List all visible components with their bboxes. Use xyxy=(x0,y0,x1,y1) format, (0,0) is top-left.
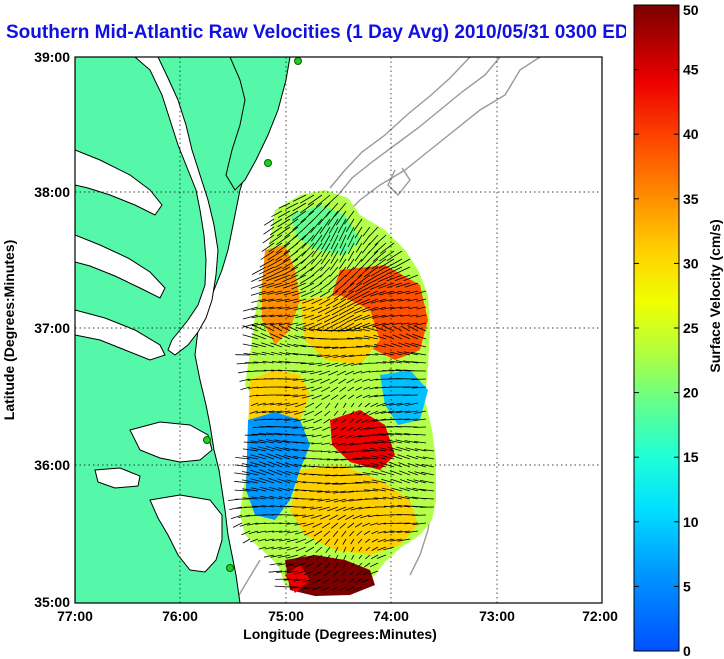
y-tick-label: 36:00 xyxy=(34,457,70,473)
colorbar-tick-label: 10 xyxy=(683,514,699,530)
colorbar-tick-label: 50 xyxy=(683,2,699,18)
plot-border xyxy=(74,56,603,604)
colorbar-gradient xyxy=(633,4,680,652)
y-axis: 39:00 38:00 37:00 36:00 35:00 Latitude (… xyxy=(1,49,70,610)
colorbar-tick-label: 25 xyxy=(683,320,699,336)
x-tick-label: 73:00 xyxy=(479,608,515,624)
station-marker xyxy=(203,436,211,444)
carolina-sounds xyxy=(94,421,223,573)
chesapeake-bay xyxy=(75,57,219,361)
x-tick-label: 76:00 xyxy=(162,608,198,624)
y-tick-label: 39:00 xyxy=(34,49,70,65)
x-axis-label: Longitude (Degrees:Minutes) xyxy=(243,626,437,642)
y-tick-label: 38:00 xyxy=(34,184,70,200)
y-tick-label: 35:00 xyxy=(34,594,70,610)
y-tick-label: 37:00 xyxy=(34,320,70,336)
x-tick-label: 75:00 xyxy=(268,608,304,624)
station-marker xyxy=(294,57,302,65)
y-axis-label: Latitude (Degrees:Minutes) xyxy=(1,240,17,420)
station-marker xyxy=(264,159,272,167)
colorbar-label: Surface Velocity (cm/s) xyxy=(707,219,723,372)
x-tick-label: 74:00 xyxy=(373,608,409,624)
colorbar-tick-label: 40 xyxy=(683,126,699,142)
velocity-arrow-set xyxy=(228,194,435,591)
velocity-arrows xyxy=(228,194,435,591)
station-marker xyxy=(226,564,234,572)
map-title: Southern Mid-Atlantic Raw Velocities (1 … xyxy=(6,22,626,43)
radar-stations xyxy=(203,57,302,572)
colorbar-tick-label: 35 xyxy=(683,191,699,207)
colorbar-tick-label: 20 xyxy=(683,385,699,401)
gridlines xyxy=(75,57,602,603)
colorbar-tick-label: 30 xyxy=(683,255,699,271)
colorbar-tick-label: 15 xyxy=(683,449,699,465)
colorbar-tick-label: 5 xyxy=(683,578,691,594)
x-tick-label: 72:00 xyxy=(582,608,618,624)
x-tick-label: 77:00 xyxy=(57,608,93,624)
colorbar-tick-label: 45 xyxy=(683,62,699,78)
x-axis: 77:00 76:00 75:00 74:00 73:00 72:00 Long… xyxy=(57,608,618,642)
colorbar-tick-label: 0 xyxy=(683,643,691,659)
